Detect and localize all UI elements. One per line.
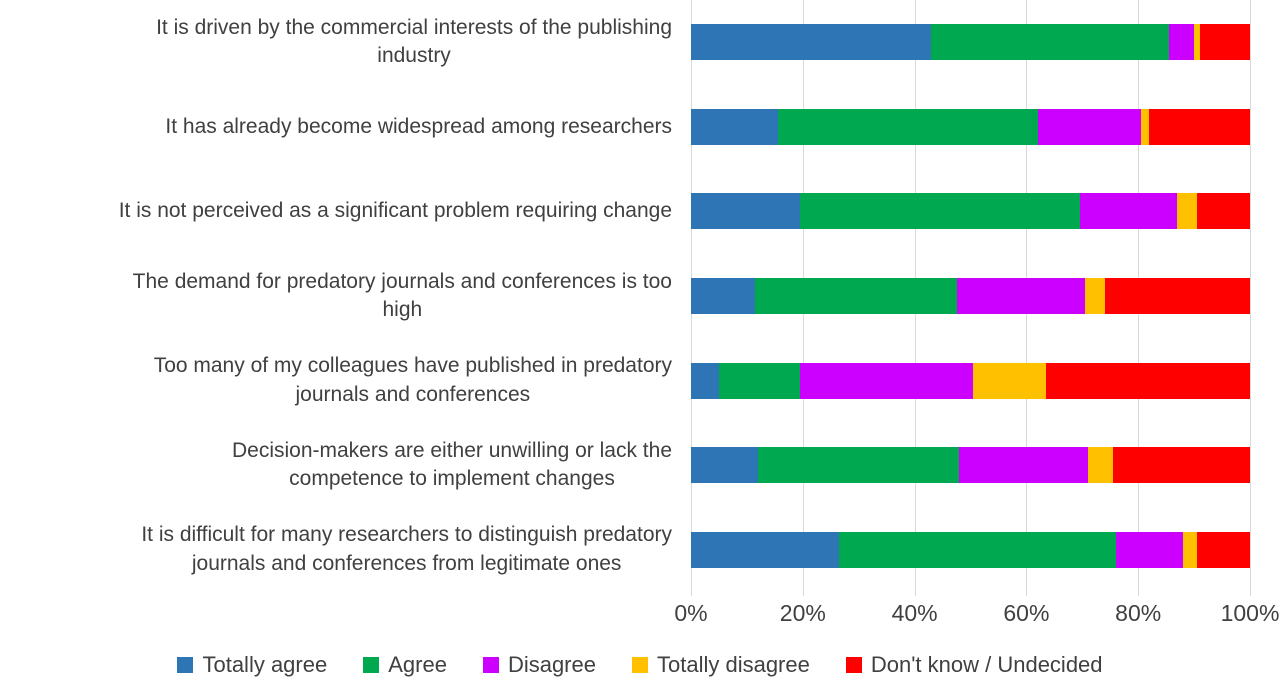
category-label-cell: It is difficult for many researchers to …	[0, 507, 672, 592]
bar-segment-totally-disagree	[1182, 531, 1197, 568]
x-tick-label: 100%	[1220, 600, 1280, 626]
category-label-cell: Too many of my colleagues have published…	[0, 338, 672, 423]
category-label-cell: It is not perceived as a significant pro…	[0, 169, 672, 254]
bar-segment-don-t-know-undecided	[1104, 277, 1250, 314]
bar-segment-totally-agree	[691, 362, 719, 399]
bar-segment-agree	[718, 362, 800, 399]
x-tick-label: 60%	[1003, 600, 1050, 626]
bar-segment-disagree	[959, 447, 1088, 484]
legend-swatch-don-t-know-undecided	[845, 657, 862, 673]
bar-segment-disagree	[1115, 531, 1183, 568]
bar-segment-totally-agree	[691, 193, 800, 230]
category-label-cell: It has already become widespread among r…	[0, 85, 672, 170]
bar-segment-don-t-know-undecided	[1199, 24, 1250, 61]
category-label: It has already become widespread among r…	[165, 114, 672, 138]
bar-segment-totally-agree	[691, 277, 756, 314]
bar-segment-disagree	[956, 277, 1086, 314]
bar-row: It is not perceived as a significant pro…	[0, 169, 1280, 254]
bar-segment-don-t-know-undecided	[1196, 193, 1250, 230]
bar-segment-don-t-know-undecided	[1196, 531, 1250, 568]
legend-label: Disagree	[507, 652, 596, 677]
bar-segment-totally-disagree	[973, 362, 1046, 399]
bar-segment-totally-disagree	[1140, 108, 1150, 145]
x-tick-label: 0%	[674, 600, 708, 626]
legend-swatch-disagree	[482, 657, 499, 673]
bar-track	[691, 362, 1250, 399]
bar-row: It is driven by the commercial interests…	[0, 0, 1280, 85]
bar-track	[691, 193, 1250, 230]
category-label: It is driven by the commercial interests…	[156, 15, 672, 68]
category-label: The demand for predatory journals and co…	[132, 269, 672, 321]
legend-item-agree: Agree	[363, 652, 447, 678]
bar-segment-disagree	[799, 362, 974, 399]
bar-segment-totally-agree	[691, 24, 932, 61]
bar-segment-don-t-know-undecided	[1113, 447, 1250, 484]
bar-segment-don-t-know-undecided	[1149, 108, 1250, 145]
legend-label: Agree	[388, 652, 447, 677]
category-label-cell: The demand for predatory journals and co…	[0, 254, 672, 339]
bar-segment-totally-disagree	[1087, 447, 1114, 484]
legend-item-don-t-know-undecided: Don't know / Undecided	[845, 652, 1103, 678]
bar-segment-totally-disagree	[1177, 193, 1197, 230]
bar-segment-totally-disagree	[1194, 24, 1200, 61]
bar-row: It is difficult for many researchers to …	[0, 507, 1280, 592]
bar-segment-agree	[931, 24, 1169, 61]
category-label: It is not perceived as a significant pro…	[118, 199, 672, 223]
bar-segment-totally-agree	[691, 531, 840, 568]
bar-row: It has already become widespread among r…	[0, 85, 1280, 170]
bar-segment-totally-agree	[691, 447, 759, 484]
legend-item-disagree: Disagree	[482, 652, 596, 678]
bar-rows-container: It is driven by the commercial interests…	[0, 0, 1280, 592]
bar-row: The demand for predatory journals and co…	[0, 254, 1280, 339]
category-label: Too many of my colleagues have published…	[153, 354, 672, 406]
legend-item-totally-agree: Totally agree	[177, 652, 327, 678]
bar-segment-agree	[800, 193, 1080, 230]
bar-track	[691, 108, 1250, 145]
bar-segment-agree	[755, 277, 957, 314]
legend-label: Totally disagree	[656, 652, 810, 677]
bar-segment-agree	[758, 447, 960, 484]
legend: Totally agree Agree Disagree Totally disagr…	[0, 652, 1280, 678]
bar-segment-totally-disagree	[1085, 277, 1105, 314]
bar-track	[691, 24, 1250, 61]
category-label-cell: Decision-makers are either unwilling or …	[0, 423, 672, 508]
bar-segment-don-t-know-undecided	[1045, 362, 1250, 399]
legend-label: Don't know / Undecided	[870, 652, 1103, 677]
bar-track	[691, 447, 1250, 484]
gridline-100	[1250, 0, 1251, 596]
bar-segment-totally-agree	[691, 108, 778, 145]
category-label-cell: It is driven by the commercial interests…	[0, 0, 672, 85]
category-label: It is difficult for many researchers to …	[141, 523, 672, 575]
x-tick-label: 80%	[1115, 600, 1162, 626]
x-axis: 0% 20% 40% 60% 80% 100%	[0, 600, 1280, 632]
legend-swatch-totally-agree	[177, 657, 194, 673]
bar-track	[691, 531, 1250, 568]
bar-segment-disagree	[1037, 108, 1141, 145]
x-tick-label: 20%	[779, 600, 826, 626]
bar-row: Too many of my colleagues have published…	[0, 338, 1280, 423]
bar-segment-disagree	[1168, 24, 1195, 61]
legend-swatch-totally-disagree	[631, 657, 648, 673]
category-label: Decision-makers are either unwilling or …	[231, 438, 672, 491]
legend-item-totally-disagree: Totally disagree	[631, 652, 810, 678]
bar-row: Decision-makers are either unwilling or …	[0, 423, 1280, 508]
bar-segment-agree	[777, 108, 1038, 145]
bar-segment-disagree	[1079, 193, 1178, 230]
legend-label: Totally agree	[202, 652, 328, 677]
bar-segment-agree	[839, 531, 1116, 568]
bar-track	[691, 277, 1250, 314]
legend-swatch-agree	[363, 657, 380, 673]
x-tick-label: 40%	[891, 600, 938, 626]
